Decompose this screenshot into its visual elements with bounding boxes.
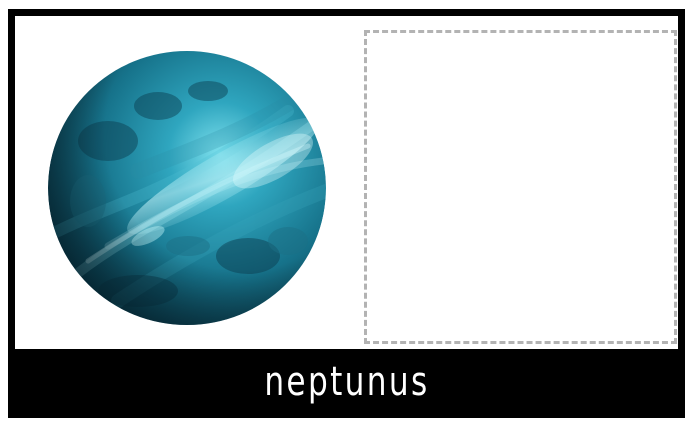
card-image-panel — [15, 16, 678, 349]
planet-name-label: neptunus — [263, 358, 430, 405]
neptune-planet-image — [48, 51, 326, 325]
label-bar: neptunus — [8, 349, 685, 418]
empty-drop-box[interactable] — [364, 30, 677, 344]
planet-card: neptunus — [8, 9, 685, 418]
